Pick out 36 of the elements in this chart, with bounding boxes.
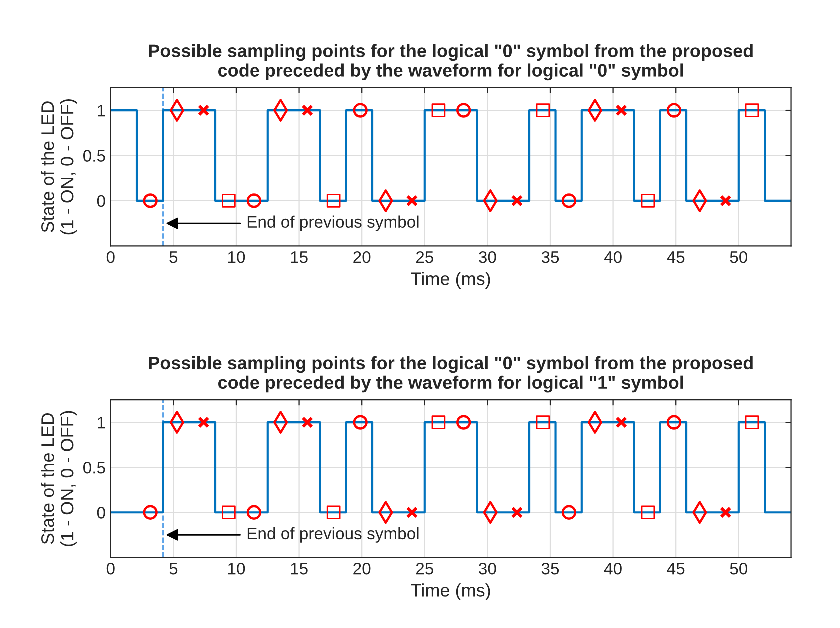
x-tick-label: 10 xyxy=(228,251,246,264)
x-tick-label: 0 xyxy=(106,562,115,575)
x-tick-label: 40 xyxy=(604,251,622,264)
x-tick-label: 5 xyxy=(170,563,178,575)
y-tick-label: 0.5 xyxy=(84,462,106,474)
x-tick-label: 10 xyxy=(228,562,246,575)
x-tick-label: 50 xyxy=(730,562,748,575)
x-tick-label: 0 xyxy=(106,251,115,264)
x-axis-title: Time (ms) xyxy=(411,272,490,289)
annotation: End of previous symbol xyxy=(248,216,419,232)
y-tick-label: 0 xyxy=(97,507,106,519)
y-axis-title: State of the LED (1 - ON, 0 - OFF) xyxy=(41,411,78,546)
y-axis-title: State of the LED (1 - ON, 0 - OFF) xyxy=(41,99,78,235)
x-tick-label: 20 xyxy=(354,562,371,575)
x-tick-label: 25 xyxy=(416,251,434,264)
x-tick-label: 35 xyxy=(542,562,560,575)
annotation: End of previous symbol xyxy=(248,527,419,543)
x-tick-label: 40 xyxy=(604,562,622,575)
x-tick-label: 35 xyxy=(542,251,560,264)
x-tick-label: 30 xyxy=(479,251,496,264)
y-tick-label: 0.5 xyxy=(84,150,106,162)
chart-title: Possible sampling points for the logical "0" symbol from the proposed code preceded by the waveform for logical "1" symbol xyxy=(149,356,753,393)
chart-title: Possible sampling points for the logical "0" symbol from the proposed code preceded by the waveform for logical "0" symbol xyxy=(149,44,753,81)
x-tick-label: 30 xyxy=(479,562,496,575)
x-tick-label: 50 xyxy=(730,251,748,264)
x-tick-label: 5 xyxy=(170,252,178,264)
y-tick-label: 0 xyxy=(97,195,106,208)
x-axis-title: Time (ms) xyxy=(411,584,490,600)
y-tick-label: 1 xyxy=(98,417,106,429)
x-tick-label: 20 xyxy=(354,251,371,264)
x-tick-label: 25 xyxy=(416,562,434,575)
x-tick-label: 15 xyxy=(291,563,308,575)
x-tick-label: 15 xyxy=(291,252,308,264)
y-tick-label: 1 xyxy=(98,105,106,117)
x-tick-label: 45 xyxy=(667,252,685,264)
x-tick-label: 45 xyxy=(667,563,685,575)
